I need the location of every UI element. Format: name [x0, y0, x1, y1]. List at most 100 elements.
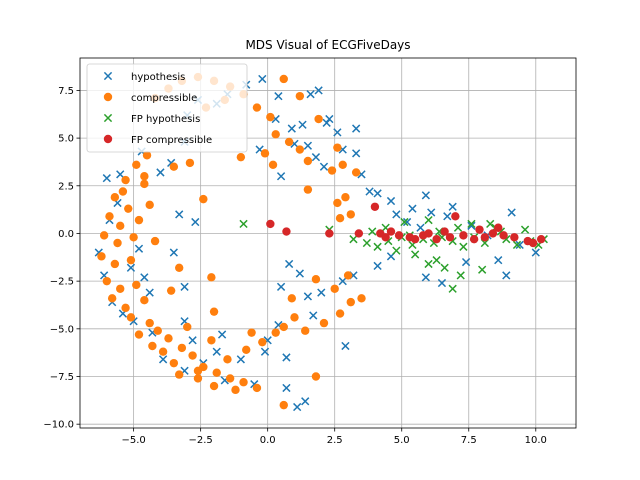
compressible-point — [346, 297, 355, 307]
hypothesis-point — [309, 311, 318, 320]
compressible-point — [140, 172, 149, 181]
compressible-point — [225, 374, 235, 383]
compressible-point — [140, 296, 149, 305]
compressible-point — [175, 263, 184, 272]
hypothesis-point — [341, 341, 350, 351]
compressible-point — [252, 103, 262, 112]
hypothesis-point — [386, 196, 396, 206]
legend-label: FP compressible — [131, 135, 212, 146]
compressible-point — [314, 114, 323, 124]
y-tick-label: −2.5 — [50, 277, 74, 288]
compressible-point — [193, 366, 203, 375]
fp-hypothesis-point — [459, 242, 468, 251]
compressible-point — [209, 307, 219, 316]
plot-frame — [79, 57, 577, 429]
hypothesis-point — [421, 273, 430, 282]
compressible-point — [166, 286, 176, 295]
fp-hypothesis-point — [411, 250, 420, 259]
hypothesis-point — [298, 120, 307, 129]
compressible-point — [279, 74, 288, 84]
compressible-point — [231, 385, 240, 395]
compressible-point — [110, 259, 120, 269]
fp-compressible-point — [376, 229, 385, 238]
compressible-point — [295, 145, 305, 154]
fp-compressible-point — [488, 229, 498, 238]
hypothesis-point — [319, 162, 329, 171]
compressible-point — [223, 355, 232, 364]
hypothesis-point — [295, 269, 304, 278]
y-tick-label: 7.5 — [58, 86, 74, 97]
hypothesis-point — [287, 124, 296, 133]
hypothesis-point — [260, 347, 270, 356]
axis-ticks: −5.0 −2.5 0.0 2.5 5.0 7.5 10.0 −10.0 −7.5 −5.0 −2.… — [43, 86, 547, 446]
legend-label: FP hypothesis — [131, 114, 200, 125]
compressible-point — [327, 166, 337, 175]
compressible-point — [158, 347, 168, 356]
compressible-point — [330, 284, 339, 293]
compressible-point — [199, 194, 208, 204]
legend-marker — [103, 71, 113, 81]
hypothesis-point — [217, 330, 227, 339]
x-tick-label: 5.0 — [394, 435, 410, 446]
compressible-point — [177, 343, 187, 353]
legend-label: hypothesis — [131, 72, 185, 83]
compressible-point — [145, 318, 154, 328]
fp-hypothesis-point — [453, 223, 463, 232]
compressible-point — [258, 337, 267, 347]
hypothesis-point — [531, 248, 540, 257]
compressible-point — [148, 341, 157, 351]
hypothesis-point — [303, 292, 313, 301]
compressible-point — [271, 328, 280, 337]
fp-hypothesis-point — [424, 215, 433, 225]
hypothesis-point — [276, 282, 286, 291]
hypothesis-point — [212, 347, 221, 356]
series-1 — [97, 72, 366, 410]
hypothesis-point — [461, 257, 471, 267]
fp-compressible-point — [480, 233, 490, 242]
hypothesis-point — [116, 170, 125, 179]
compressible-point — [183, 322, 192, 332]
hypothesis-point — [322, 118, 331, 127]
compressible-point — [311, 275, 321, 284]
hypothesis-point — [156, 168, 165, 177]
x-tick-label: 7.5 — [461, 435, 477, 446]
fp-compressible-point — [394, 231, 404, 240]
hypothesis-point — [169, 248, 178, 257]
fp-hypothesis-point — [456, 271, 465, 280]
compressible-point — [140, 179, 149, 189]
hypothesis-point — [333, 128, 342, 137]
legend-marker — [103, 113, 113, 123]
fp-compressible-point — [536, 234, 546, 244]
fp-hypothesis-point — [520, 225, 530, 234]
fp-hypothesis-point — [400, 217, 409, 227]
y-tick-label: −10.0 — [43, 420, 74, 431]
compressible-point — [169, 358, 179, 368]
hypothesis-point — [443, 212, 452, 221]
fp-compressible-point — [499, 231, 508, 240]
fp-compressible-point — [494, 223, 503, 232]
hypothesis-point — [175, 210, 184, 219]
hypothesis-point — [191, 217, 200, 227]
compressible-point — [164, 334, 173, 343]
fp-compressible-point — [528, 238, 538, 248]
x-tick-label: −5.0 — [121, 435, 145, 446]
compressible-point — [134, 330, 144, 339]
legend-marker — [103, 92, 113, 102]
fp-hypothesis-point — [373, 242, 382, 251]
compressible-point — [113, 238, 122, 248]
compressible-point — [303, 156, 313, 166]
compressible-point — [97, 252, 106, 261]
series-3 — [266, 202, 546, 248]
fp-compressible-point — [440, 227, 449, 236]
fp-hypothesis-point — [239, 219, 248, 229]
compressible-point — [132, 160, 141, 170]
compressible-point — [207, 273, 216, 282]
fp-hypothesis-point — [432, 256, 441, 265]
fp-hypothesis-point — [512, 240, 522, 250]
compressible-point — [124, 204, 133, 213]
compressible-point — [188, 351, 197, 360]
compressible-point — [357, 294, 366, 303]
hypothesis-point — [494, 256, 503, 265]
compressible-point — [271, 130, 280, 139]
